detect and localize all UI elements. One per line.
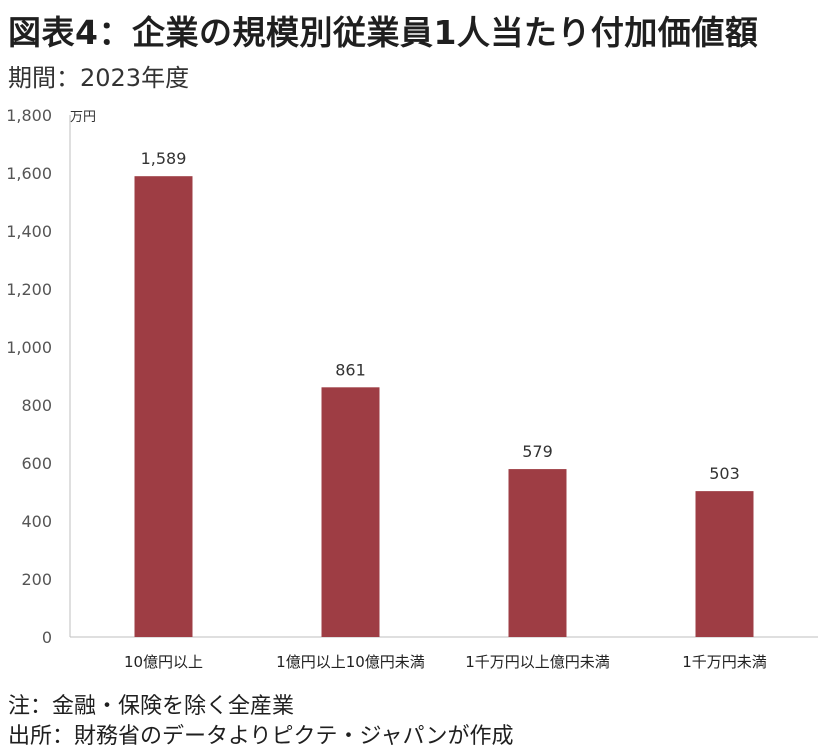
y-axis-unit: 万円 [70, 110, 96, 125]
bar [508, 469, 567, 637]
y-tick-label: 1,000 [6, 338, 52, 357]
bar-value-label: 1,589 [141, 149, 187, 168]
y-axis: 0 200 400 600 800 1,000 1,200 1,400 1,600 1,800 [6, 106, 71, 647]
bar-chart-svg: 0 200 400 600 800 1,000 1,200 1,400 1,600 1,800 1… [6, 106, 818, 671]
x-tick-label: 1千万円未満 [682, 653, 767, 671]
bar-value-label: 503 [709, 464, 740, 483]
x-axis: 10億円以上 1億円以上10億円未満 1千万円以上億円未満 1千万円未満 [70, 636, 818, 671]
source-note: 出所：財務省のデータよりピクテ・ジャパンが作成 [8, 724, 514, 749]
period-label: 期間：2023年度 [8, 64, 190, 92]
data-labels: 1,589 861 579 503 [141, 149, 740, 483]
y-tick-label: 200 [21, 570, 52, 589]
x-tick-label: 10億円以上 [124, 653, 203, 671]
x-tick-label: 1億円以上10億円未満 [276, 653, 425, 671]
y-tick-label: 0 [42, 628, 52, 647]
y-tick-label: 1,400 [6, 222, 52, 241]
y-tick-label: 400 [21, 512, 52, 531]
bar [134, 176, 193, 637]
bar-chart: 0 200 400 600 800 1,000 1,200 1,400 1,600 1,800 1… [0, 95, 828, 685]
y-tick-label: 600 [21, 454, 52, 473]
bar-value-label: 861 [335, 360, 366, 379]
chart-title: 図表4：企業の規模別従業員1人当たり付加価値額 [8, 13, 759, 52]
y-tick-label: 1,200 [6, 280, 52, 299]
y-tick-label: 1,600 [6, 164, 52, 183]
y-tick-label: 1,800 [6, 106, 52, 125]
bars [134, 176, 754, 637]
y-tick-label: 800 [21, 396, 52, 415]
x-tick-label: 1千万円以上億円未満 [465, 653, 610, 671]
bar-value-label: 579 [522, 442, 553, 461]
footnote: 注：金融・保険を除く全産業 [8, 694, 295, 719]
bar [321, 387, 380, 637]
bar [695, 491, 754, 637]
